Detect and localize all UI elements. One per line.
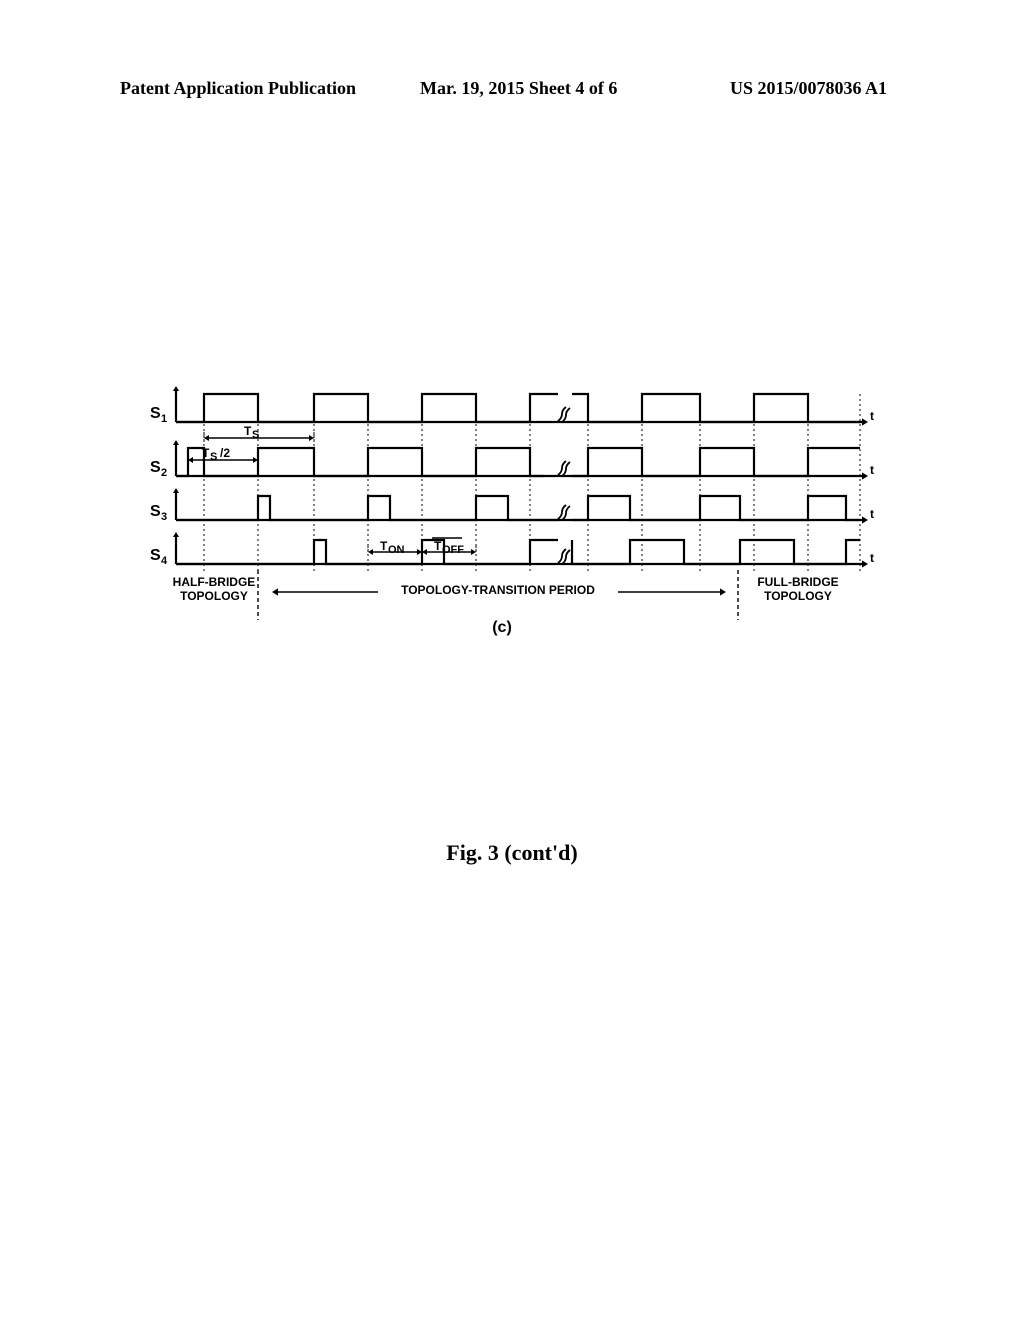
header-left: Patent Application Publication — [120, 78, 356, 99]
svg-text:T: T — [244, 424, 252, 438]
svg-text:4: 4 — [161, 555, 168, 567]
svg-text:S: S — [150, 547, 161, 564]
timing-diagram-svg: S1tS2tS3tS4tTSTS/2TONTOFFHALF-BRIDGETOPO… — [140, 380, 884, 670]
svg-text:T: T — [434, 539, 442, 553]
svg-text:S: S — [150, 405, 161, 422]
svg-text:t: t — [870, 507, 874, 521]
svg-text:T: T — [380, 539, 388, 553]
svg-text:OFF: OFF — [442, 544, 464, 556]
svg-text:TOPOLOGY: TOPOLOGY — [180, 589, 248, 603]
svg-text:S: S — [210, 451, 217, 463]
svg-text:S: S — [150, 459, 161, 476]
svg-text:S: S — [252, 429, 259, 441]
svg-text:S: S — [150, 503, 161, 520]
svg-text:(c): (c) — [492, 619, 512, 636]
svg-text:t: t — [870, 551, 874, 565]
svg-text:/2: /2 — [220, 446, 230, 460]
header-right: US 2015/0078036 A1 — [730, 78, 887, 99]
svg-text:2: 2 — [161, 467, 167, 479]
svg-text:TOPOLOGY: TOPOLOGY — [764, 589, 832, 603]
timing-diagram-figure: S1tS2tS3tS4tTSTS/2TONTOFFHALF-BRIDGETOPO… — [140, 380, 884, 640]
svg-text:FULL-BRIDGE: FULL-BRIDGE — [757, 575, 838, 589]
header-mid: Mar. 19, 2015 Sheet 4 of 6 — [420, 78, 617, 99]
svg-text:ON: ON — [388, 544, 405, 556]
svg-text:t: t — [870, 409, 874, 423]
figure-caption: Fig. 3 (cont'd) — [0, 840, 1024, 866]
svg-text:T: T — [202, 446, 210, 460]
svg-text:1: 1 — [161, 413, 167, 425]
svg-text:t: t — [870, 463, 874, 477]
svg-text:HALF-BRIDGE: HALF-BRIDGE — [173, 575, 256, 589]
svg-text:TOPOLOGY-TRANSITION PERIOD: TOPOLOGY-TRANSITION PERIOD — [401, 583, 595, 597]
svg-text:3: 3 — [161, 511, 167, 523]
